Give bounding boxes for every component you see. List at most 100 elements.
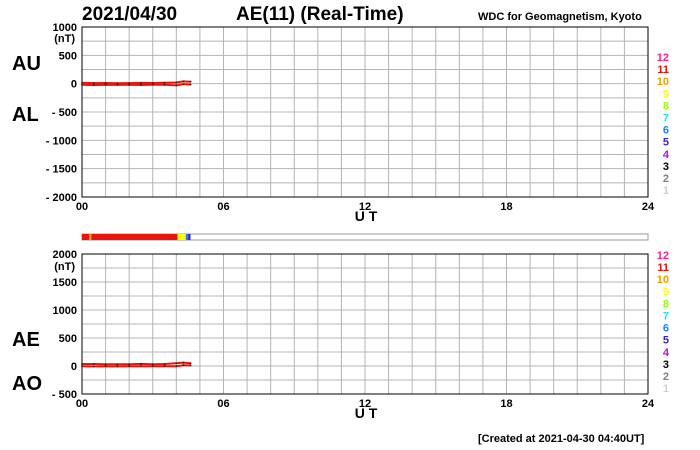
plot-frame xyxy=(81,26,649,198)
series-point-ao xyxy=(182,364,185,367)
series-point-al xyxy=(81,83,83,86)
legend-item: 8 xyxy=(663,100,669,112)
series-point-ae xyxy=(81,363,83,366)
y-tick-label: - 500 xyxy=(52,107,77,119)
legend-item: 3 xyxy=(663,359,669,371)
series-point-al xyxy=(92,84,95,87)
data-source: WDC for Geomagnetism, Kyoto xyxy=(478,11,642,23)
series-point-ao xyxy=(139,365,142,368)
x-axis-label: U T xyxy=(355,405,378,421)
series-point-au xyxy=(128,82,131,85)
series-point-au xyxy=(151,81,154,84)
series-point-ao xyxy=(81,365,83,368)
x-tick-label: 00 xyxy=(76,201,88,213)
status-bar-segment xyxy=(89,234,92,240)
series-point-ao xyxy=(128,365,131,368)
series-line-ao xyxy=(81,364,191,368)
panel-label-ao: AO xyxy=(12,373,42,395)
series-line-ae xyxy=(82,361,191,366)
legend-item: 1 xyxy=(663,185,669,197)
legend-item: 7 xyxy=(663,311,669,323)
legend-item: 6 xyxy=(663,323,669,335)
legend-item: 9 xyxy=(663,286,669,298)
x-tick-label: 12 xyxy=(359,201,371,213)
y-tick-label: 0 xyxy=(71,361,77,373)
series-point-au xyxy=(92,82,95,85)
series-point-ao xyxy=(189,364,192,367)
x-tick-label: 12 xyxy=(359,398,371,410)
y-tick-label: 1500 xyxy=(53,277,77,289)
series-point-ae xyxy=(92,363,95,366)
series-line-al xyxy=(81,83,191,87)
series-point-al xyxy=(104,83,107,86)
status-bar-segment xyxy=(188,234,191,240)
x-axis-label: U T xyxy=(355,208,378,224)
series-point-al xyxy=(151,83,154,86)
legend-item: 10 xyxy=(657,76,669,88)
legend-item: 7 xyxy=(663,113,669,125)
series-point-au xyxy=(175,81,178,84)
status-bar-segment xyxy=(82,234,178,240)
series-point-ae xyxy=(104,363,107,366)
series-point-ao xyxy=(104,365,107,368)
y-tick-label: - 2000 xyxy=(46,192,77,204)
legend-item: 1 xyxy=(663,383,669,395)
legend-item: 5 xyxy=(663,335,669,347)
legend-item: 2 xyxy=(663,173,669,185)
series-point-ae xyxy=(128,363,131,366)
legend-item: 11 xyxy=(657,64,669,76)
y-tick-label: - 1500 xyxy=(46,164,77,176)
x-tick-label: 06 xyxy=(217,398,229,410)
y-tick-label: 0 xyxy=(71,79,77,91)
x-tick-label: 18 xyxy=(500,201,512,213)
legend-item: 3 xyxy=(663,161,669,173)
series-point-ae xyxy=(189,362,192,365)
series-point-ae xyxy=(182,361,185,364)
panel-label-ae: AE xyxy=(12,329,40,351)
series-point-ae xyxy=(163,362,166,365)
legend-item: 6 xyxy=(663,125,669,137)
y-tick-label: 1000 xyxy=(53,305,77,317)
x-tick-label: 06 xyxy=(217,201,229,213)
series-point-al xyxy=(116,83,119,86)
legend-item: 8 xyxy=(663,298,669,310)
series-point-au xyxy=(189,80,192,83)
y-tick-label: 1000 xyxy=(53,22,77,34)
series-point-al xyxy=(128,83,131,86)
series-point-al xyxy=(182,83,185,86)
y-tick-label: 2000 xyxy=(53,249,77,261)
series-point-al xyxy=(139,84,142,87)
series-point-al xyxy=(189,83,192,86)
status-bar-segment xyxy=(185,234,189,240)
series-point-au xyxy=(104,81,107,84)
y-tick-label: - 500 xyxy=(52,389,77,401)
plot-frame xyxy=(81,253,649,395)
series-point-ao xyxy=(116,365,119,368)
legend-item: 11 xyxy=(657,262,669,274)
y-tick-label: - 1000 xyxy=(46,135,77,147)
legend-item: 10 xyxy=(657,274,669,286)
legend-item: 2 xyxy=(663,371,669,383)
legend-item: 4 xyxy=(663,347,670,359)
panel-label-al: AL xyxy=(12,104,39,126)
y-unit-label: (nT) xyxy=(54,33,75,45)
series-point-ao xyxy=(151,365,154,368)
series-point-al xyxy=(175,84,178,87)
legend-item: 4 xyxy=(663,149,670,161)
series-point-ao xyxy=(175,365,178,368)
legend-item: 12 xyxy=(657,250,669,262)
series-point-ae xyxy=(175,362,178,365)
series-point-au xyxy=(116,82,119,85)
series-point-ao xyxy=(163,365,166,368)
plot-title: AE(11) (Real-Time) xyxy=(236,4,404,25)
series-point-ae xyxy=(116,363,119,366)
series-point-au xyxy=(139,81,142,84)
series-line-au xyxy=(81,80,191,85)
y-tick-label: 500 xyxy=(59,50,77,62)
series-point-ae xyxy=(139,362,142,365)
x-tick-label: 00 xyxy=(76,398,88,410)
plot-date: 2021/04/30 xyxy=(82,4,178,25)
legend-item: 12 xyxy=(657,52,669,64)
